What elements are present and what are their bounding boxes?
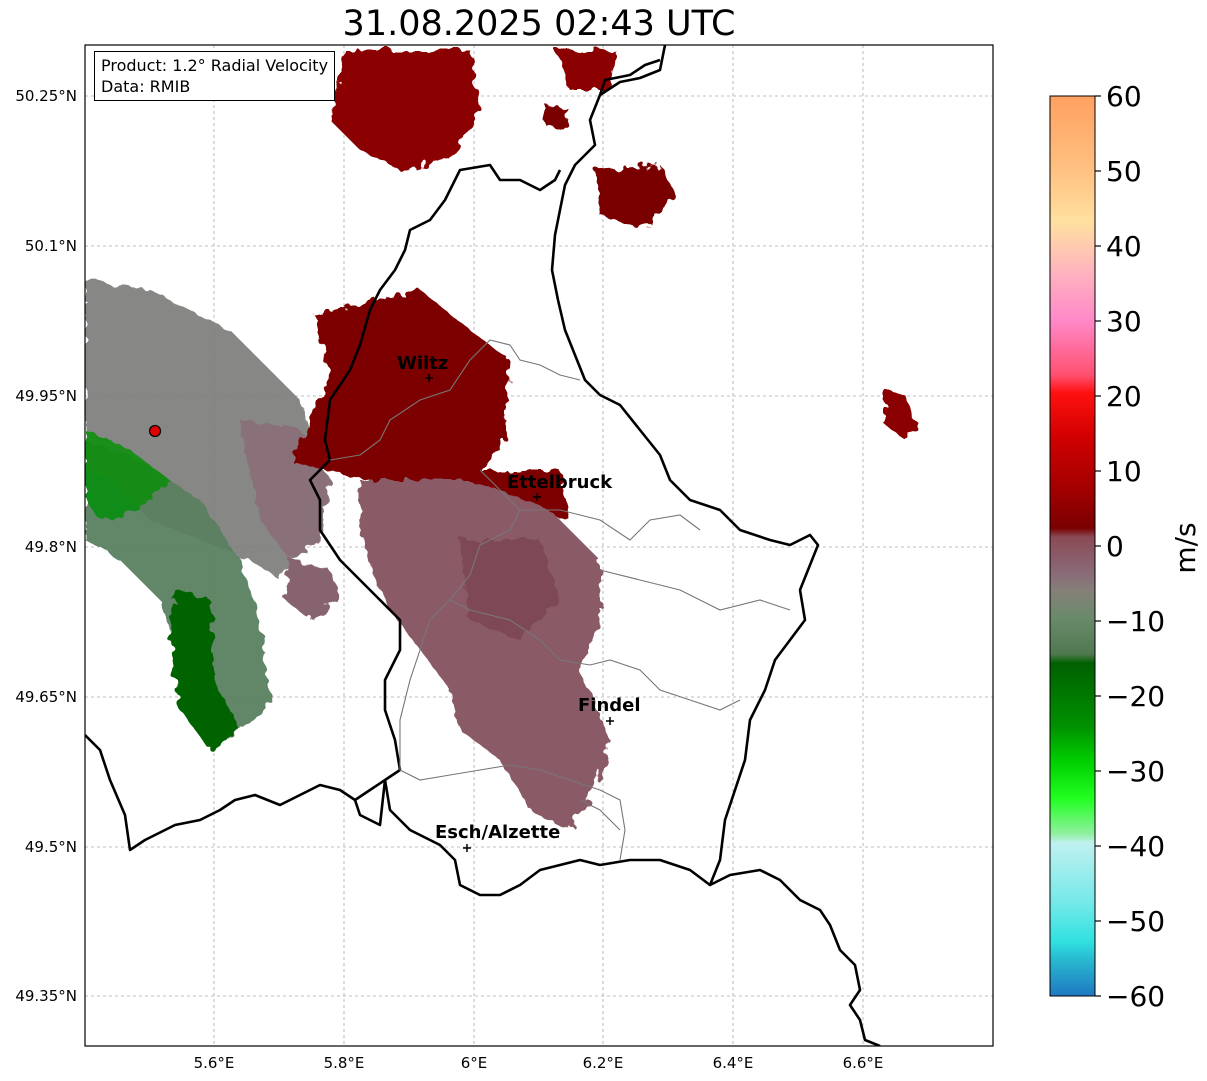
echo-red-ne bbox=[595, 165, 675, 230]
city-marker-wiltz bbox=[425, 374, 433, 382]
echo-green-streak bbox=[85, 430, 170, 520]
city-marker-esch bbox=[463, 844, 471, 852]
product-info-box: Product: 1.2° Radial Velocity Data: RMIB bbox=[94, 51, 336, 101]
map-title: 31.08.2025 02:43 UTC bbox=[342, 4, 736, 44]
echo-red-north bbox=[330, 50, 480, 170]
lon-tick-label: 5.6°E bbox=[194, 1054, 235, 1072]
lat-tick-label: 49.95°N bbox=[15, 387, 77, 405]
city-label-ettelbruck: Ettelbruck bbox=[507, 472, 613, 493]
product-label: Product: 1.2° Radial Velocity bbox=[101, 56, 329, 75]
map-frame bbox=[84, 44, 994, 1047]
lon-tick-label: 5.8°E bbox=[324, 1054, 365, 1072]
lat-tick-label: 49.5°N bbox=[25, 838, 77, 856]
echo-red-east-cell bbox=[885, 390, 915, 440]
district-borders bbox=[329, 339, 791, 861]
echo-red-north2 bbox=[555, 50, 615, 90]
data-source-label: Data: RMIB bbox=[101, 77, 191, 96]
national-borders bbox=[85, 45, 881, 1046]
city-marker-ettelbruck bbox=[533, 493, 541, 501]
lon-tick-label: 6.2°E bbox=[583, 1054, 624, 1072]
lat-tick-label: 50.1°N bbox=[25, 237, 77, 255]
lat-tick-label: 50.25°N bbox=[15, 87, 77, 105]
echo-mauve-sw bbox=[285, 560, 340, 620]
city-label-findel: Findel bbox=[578, 695, 641, 716]
city-marker-findel bbox=[606, 717, 614, 725]
echo-red-nne bbox=[545, 105, 570, 130]
radar-site-marker[interactable] bbox=[148, 424, 162, 438]
lat-tick-label: 49.8°N bbox=[25, 538, 77, 556]
lon-tick-label: 6°E bbox=[461, 1054, 488, 1072]
lon-tick-label: 6.4°E bbox=[713, 1054, 754, 1072]
echo-near-radar-green bbox=[85, 440, 270, 740]
echo-dark-green bbox=[170, 590, 240, 750]
city-label-wiltz: Wiltz bbox=[397, 353, 448, 374]
lat-tick-label: 49.65°N bbox=[15, 688, 77, 706]
lon-tick-label: 6.6°E bbox=[843, 1054, 884, 1072]
city-label-esch: Esch/Alzette bbox=[435, 822, 560, 843]
lat-tick-label: 49.35°N bbox=[15, 987, 77, 1005]
city-markers bbox=[425, 374, 614, 852]
radar-echoes bbox=[85, 50, 915, 830]
echo-mauve-mid bbox=[460, 540, 560, 640]
